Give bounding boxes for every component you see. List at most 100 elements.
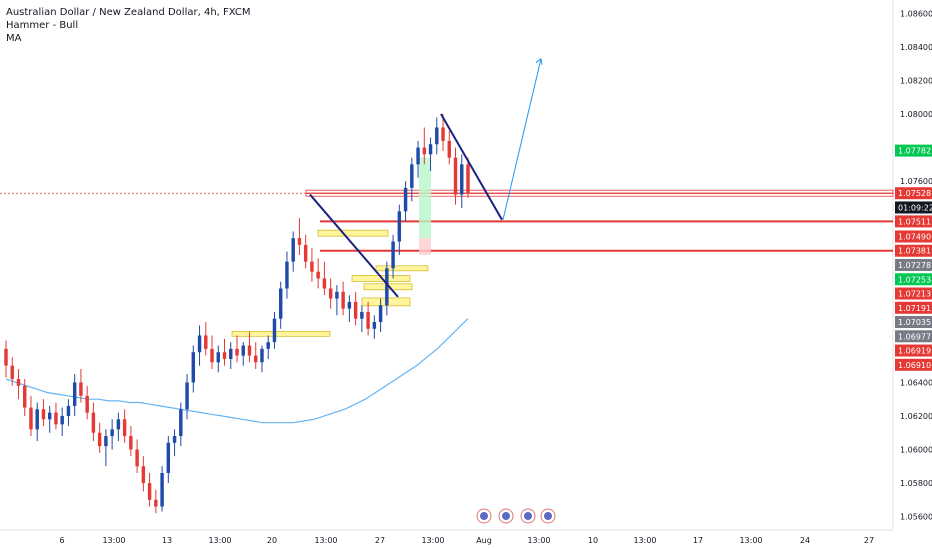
event-markers[interactable] bbox=[476, 508, 556, 524]
candle-bear bbox=[147, 483, 152, 500]
candle-bull bbox=[397, 211, 402, 242]
highlight-box bbox=[231, 330, 331, 337]
candle-bear bbox=[16, 379, 21, 386]
drawings bbox=[309, 58, 543, 298]
resistance-lines bbox=[0, 189, 894, 252]
candle-bull bbox=[35, 409, 39, 430]
candle-bear bbox=[328, 288, 333, 299]
economic-event-icon-inner bbox=[544, 512, 552, 520]
candle-bear bbox=[466, 164, 470, 193]
x-tick-label: 27 bbox=[375, 536, 385, 545]
candle-bear bbox=[85, 395, 89, 413]
y-tick-label: 1.08600 bbox=[900, 9, 932, 18]
candle-bear bbox=[10, 365, 14, 380]
candle-bull bbox=[416, 147, 420, 165]
y-tick-label: 1.08200 bbox=[900, 77, 932, 86]
candle-bear bbox=[254, 355, 258, 363]
x-tick-label: 24 bbox=[800, 536, 810, 545]
y-tick-label: 1.08400 bbox=[900, 43, 932, 52]
candle-bear bbox=[54, 412, 58, 425]
candle-bull bbox=[197, 335, 202, 353]
candles bbox=[4, 114, 470, 514]
candle-bull bbox=[241, 345, 245, 356]
candle-bull bbox=[278, 288, 283, 319]
symbol-title[interactable]: Australian Dollar / New Zealand Dollar, … bbox=[6, 7, 251, 18]
candle-bear bbox=[366, 311, 370, 329]
candle-bull bbox=[60, 415, 64, 425]
candle-bull bbox=[160, 472, 164, 507]
x-tick-label: 13:00 bbox=[208, 536, 231, 545]
candle-bull bbox=[460, 164, 464, 195]
ma-line bbox=[5, 318, 469, 424]
candle-bear bbox=[97, 432, 102, 447]
candle-bull bbox=[216, 352, 220, 363]
stop-zone bbox=[419, 238, 431, 255]
x-tick-label: 13:00 bbox=[633, 536, 656, 545]
candle-bear bbox=[154, 499, 158, 507]
trendline-down-2 bbox=[440, 113, 503, 221]
candle-bull bbox=[185, 382, 189, 410]
candle-bull bbox=[428, 144, 433, 155]
x-tick-label: 13:00 bbox=[102, 536, 125, 545]
candle-bear bbox=[441, 127, 445, 141]
candle-bear bbox=[341, 291, 345, 309]
candle-bear bbox=[41, 409, 46, 420]
indicator-hammer[interactable]: Hammer - Bull bbox=[6, 20, 79, 31]
x-tick-label: Aug bbox=[476, 536, 492, 545]
price-tag bbox=[895, 187, 932, 200]
x-tick-label: 13:00 bbox=[527, 536, 550, 545]
y-tick-label: 1.06000 bbox=[900, 445, 932, 454]
projection-arrow bbox=[502, 58, 542, 220]
candle-bear bbox=[353, 301, 358, 319]
x-tick-label: 13:00 bbox=[739, 536, 762, 545]
x-tick-label: 10 bbox=[588, 536, 598, 545]
candle-bull bbox=[285, 261, 289, 289]
price-tag-label: 1.06977 bbox=[898, 332, 931, 341]
price-tag bbox=[895, 230, 932, 243]
candle-bull bbox=[360, 311, 364, 319]
candle-bear bbox=[322, 278, 327, 289]
candle-bull bbox=[335, 291, 339, 299]
price-tag-label: 1.06910 bbox=[898, 361, 931, 370]
chart-legend: Australian Dollar / New Zealand Dollar, … bbox=[6, 6, 251, 45]
y-tick-label: 1.05600 bbox=[900, 513, 932, 522]
candle-bear bbox=[310, 261, 314, 272]
x-tick-label: 20 bbox=[267, 536, 277, 545]
price-tag-label: 1.07253 bbox=[898, 275, 931, 284]
indicator-ma[interactable]: MA bbox=[6, 33, 22, 44]
candle-bear bbox=[247, 345, 252, 356]
candle-bear bbox=[135, 449, 139, 467]
highlight-box bbox=[317, 229, 389, 237]
candle-bear bbox=[141, 466, 146, 484]
price-tag-label: 1.07213 bbox=[898, 290, 931, 299]
x-tick-label: 13:00 bbox=[314, 536, 337, 545]
economic-event-icon-inner bbox=[524, 512, 532, 520]
price-tag-label: 1.07035 bbox=[898, 318, 931, 327]
candle-bull bbox=[179, 409, 183, 437]
arrow-head bbox=[535, 58, 543, 65]
candle-bear bbox=[453, 157, 458, 195]
time-axis[interactable]: 6 13:00 13 13:00 20 13:00 27 13:00 Aug 13:00 10 13:… bbox=[59, 536, 874, 545]
x-tick-label: 27 bbox=[864, 536, 874, 545]
candle-bull bbox=[72, 382, 77, 406]
candle-bear bbox=[91, 412, 96, 433]
price-axis[interactable]: 1.08600 1.08400 1.08200 1.08000 1.07600 1.064… bbox=[895, 9, 932, 522]
candle-bear bbox=[4, 348, 8, 366]
candle-bull bbox=[66, 405, 71, 416]
candle-bull bbox=[347, 301, 352, 309]
price-tag bbox=[895, 259, 932, 271]
price-tag-label: 01:09:22 bbox=[898, 203, 932, 212]
candle-bull bbox=[260, 348, 264, 363]
candle-bull bbox=[116, 419, 121, 430]
candle-bull bbox=[372, 322, 377, 329]
price-tag-label: 1.07782 bbox=[898, 147, 931, 156]
trendline-down-1 bbox=[309, 193, 399, 298]
candle-bear bbox=[235, 348, 239, 356]
resistance-zone bbox=[305, 189, 894, 197]
price-tag bbox=[895, 358, 932, 371]
economic-event-icon-inner bbox=[480, 512, 488, 520]
candle-bull bbox=[272, 318, 277, 343]
candle-bear bbox=[297, 238, 302, 245]
price-tag-label: 1.07511 bbox=[898, 217, 931, 226]
